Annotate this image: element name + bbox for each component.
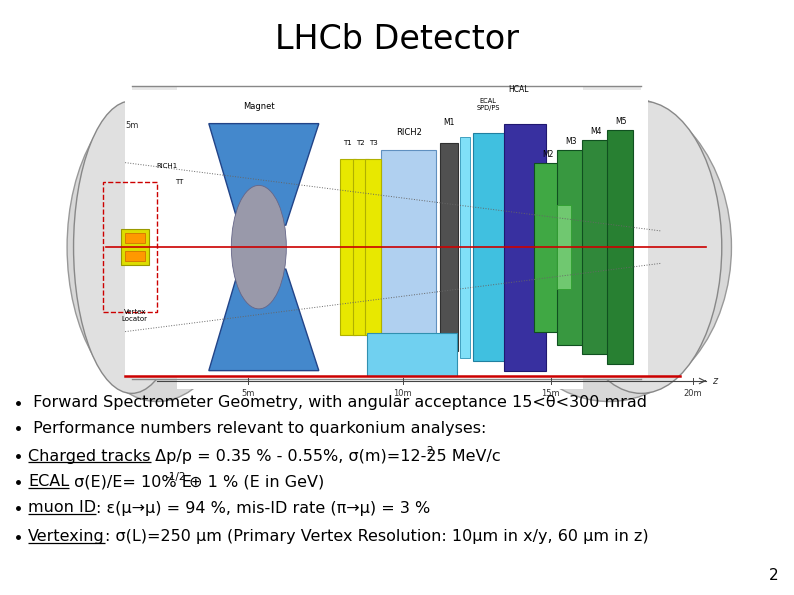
Text: muon ID: muon ID bbox=[28, 500, 96, 515]
Ellipse shape bbox=[74, 101, 190, 393]
Ellipse shape bbox=[561, 101, 722, 393]
Bar bbox=[353, 159, 368, 335]
Text: RICH2: RICH2 bbox=[396, 127, 422, 137]
Ellipse shape bbox=[67, 93, 248, 402]
Bar bbox=[125, 251, 145, 261]
Text: Forward Spectrometer Geometry, with angular acceptance 15<θ<300 mrad: Forward Spectrometer Geometry, with angu… bbox=[28, 396, 647, 411]
Text: 20m: 20m bbox=[684, 389, 702, 398]
Text: TT: TT bbox=[175, 179, 183, 186]
Text: Magnet: Magnet bbox=[243, 102, 275, 111]
Text: M4: M4 bbox=[590, 127, 602, 136]
Text: M3: M3 bbox=[566, 137, 577, 146]
Bar bbox=[367, 333, 457, 375]
Text: Vertexing: Vertexing bbox=[28, 530, 105, 544]
Text: 2: 2 bbox=[769, 568, 778, 583]
Bar bbox=[125, 233, 145, 243]
Text: σ(E)/E= 10% E: σ(E)/E= 10% E bbox=[69, 474, 192, 490]
Polygon shape bbox=[209, 124, 319, 225]
Bar bbox=[440, 143, 458, 351]
Text: ECAL
SPD/PS: ECAL SPD/PS bbox=[476, 98, 499, 111]
Text: T3: T3 bbox=[369, 140, 378, 146]
Ellipse shape bbox=[231, 186, 287, 309]
Bar bbox=[177, 77, 583, 389]
Text: ⊕ 1 % (E in GeV): ⊕ 1 % (E in GeV) bbox=[184, 474, 325, 490]
Text: Charged tracks: Charged tracks bbox=[28, 449, 151, 464]
Bar bbox=[121, 229, 148, 265]
Text: LHCb Detector: LHCb Detector bbox=[275, 23, 519, 56]
Text: T1: T1 bbox=[343, 140, 352, 146]
Bar bbox=[102, 182, 157, 312]
Bar bbox=[381, 149, 436, 345]
Text: HCAL: HCAL bbox=[509, 85, 529, 95]
Text: 10m: 10m bbox=[393, 389, 412, 398]
Bar bbox=[365, 159, 381, 335]
Text: Vertex
Locator: Vertex Locator bbox=[121, 309, 148, 322]
Text: M1: M1 bbox=[443, 118, 455, 127]
Bar bbox=[534, 162, 560, 331]
Text: M5: M5 bbox=[615, 117, 626, 126]
Text: -1/2: -1/2 bbox=[166, 472, 187, 482]
Ellipse shape bbox=[487, 93, 731, 402]
Text: RICH1: RICH1 bbox=[156, 163, 178, 169]
Text: : σ(L)=250 μm (Primary Vertex Resolution: 10μm in x/y, 60 μm in z): : σ(L)=250 μm (Primary Vertex Resolution… bbox=[105, 530, 649, 544]
Bar bbox=[340, 159, 356, 335]
Text: 5m: 5m bbox=[241, 389, 254, 398]
Bar bbox=[557, 149, 584, 345]
Bar bbox=[557, 205, 572, 289]
Bar bbox=[473, 133, 508, 361]
Text: 5m: 5m bbox=[125, 121, 138, 130]
Text: Performance numbers relevant to quarkonium analyses:: Performance numbers relevant to quarkoni… bbox=[28, 421, 487, 436]
Bar bbox=[132, 86, 641, 379]
Text: M2: M2 bbox=[542, 149, 553, 159]
Text: Δp/p = 0.35 % - 0.55%, σ(m)=12-25 MeV/c: Δp/p = 0.35 % - 0.55%, σ(m)=12-25 MeV/c bbox=[151, 449, 501, 464]
Bar bbox=[582, 140, 608, 355]
Bar bbox=[504, 124, 546, 371]
Polygon shape bbox=[209, 269, 319, 371]
Text: ECAL: ECAL bbox=[28, 474, 69, 490]
Bar bbox=[125, 89, 648, 375]
Text: 15m: 15m bbox=[542, 389, 560, 398]
Text: T2: T2 bbox=[357, 140, 365, 146]
Bar bbox=[607, 130, 633, 364]
Text: z: z bbox=[712, 376, 717, 386]
Bar bbox=[460, 137, 470, 358]
Text: : ε(μ→μ) = 94 %, mis-ID rate (π→μ) = 3 %: : ε(μ→μ) = 94 %, mis-ID rate (π→μ) = 3 % bbox=[96, 500, 430, 515]
Text: 2: 2 bbox=[426, 446, 433, 456]
